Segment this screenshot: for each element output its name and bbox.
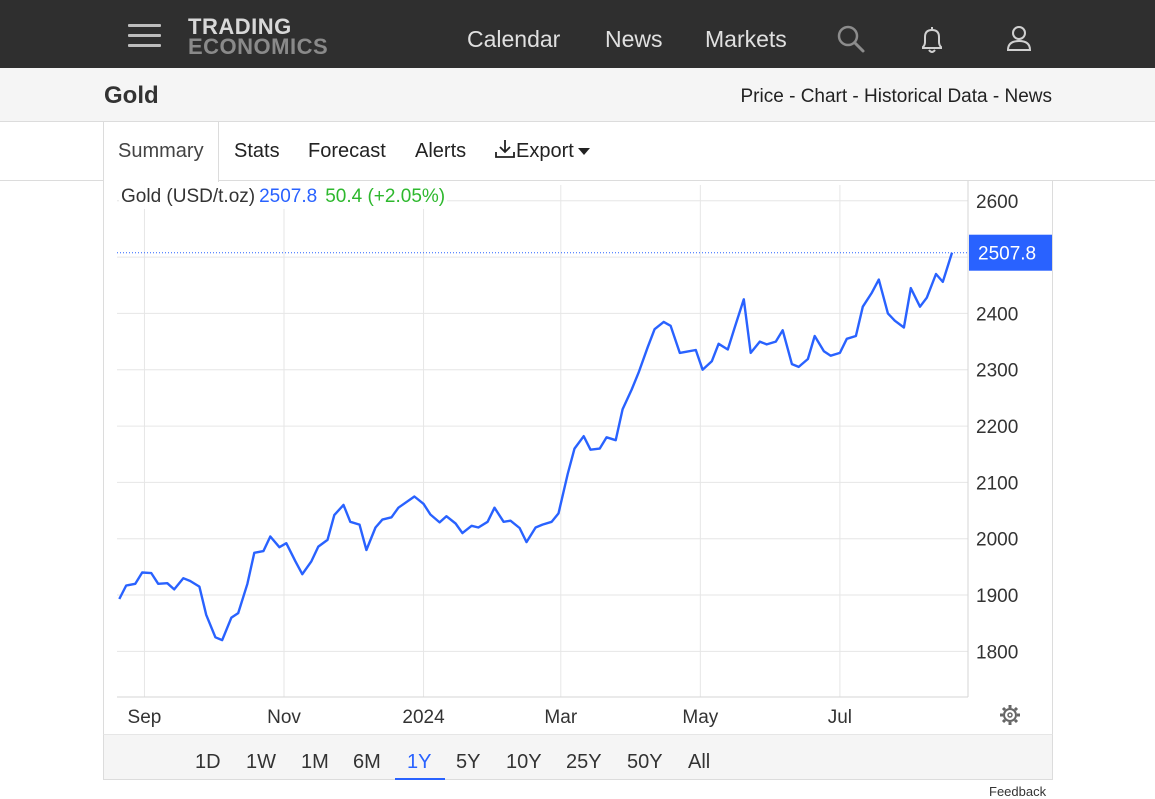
range-50y[interactable]: 50Y [627, 751, 663, 773]
y-tick-label: 2400 [976, 304, 1018, 325]
range-1w[interactable]: 1W [246, 751, 276, 773]
user-icon[interactable] [1005, 24, 1033, 52]
tab-export[interactable]: Export [494, 122, 590, 181]
range-1d[interactable]: 1D [195, 751, 221, 773]
tab-alerts[interactable]: Alerts [415, 140, 467, 162]
nav-calendar[interactable]: Calendar [467, 26, 561, 52]
gear-icon[interactable] [1000, 705, 1020, 725]
tab-forecast[interactable]: Forecast [308, 140, 386, 162]
logo[interactable]: TRADING ECONOMICS [188, 14, 329, 59]
y-tick-label: 2100 [976, 473, 1018, 494]
grid-layer [117, 185, 968, 697]
x-tick-label: 2024 [402, 707, 445, 728]
bell-icon[interactable] [918, 26, 946, 56]
x-tick-label: Mar [544, 707, 577, 728]
x-tick-label: Jul [828, 707, 852, 728]
page-links: Price - Chart - Historical Data - News [741, 86, 1053, 108]
search-icon[interactable] [836, 24, 866, 54]
top-navbar: TRADING ECONOMICS Calendar News Markets [0, 0, 1155, 68]
link-historical-data[interactable]: Historical Data [864, 86, 988, 107]
download-icon [495, 140, 515, 158]
range-1y[interactable]: 1Y [407, 751, 432, 773]
y-tick-label: 1800 [976, 642, 1018, 663]
chart-legend: Gold (USD/t.oz) 2507.8 50.4 (+2.05%) [119, 185, 448, 209]
link-price[interactable]: Price [740, 86, 784, 107]
legend-price: 2507.8 [259, 186, 318, 207]
export-label: Export [516, 140, 574, 162]
range-selector: 1D 1W 1M 6M 1Y 5Y 10Y 25Y 50Y All [103, 734, 1053, 780]
legend-change: 50.4 (+2.05%) [325, 186, 446, 207]
tabs-row: Summary Stats Forecast Alerts Export [0, 122, 1155, 182]
range-all[interactable]: All [688, 751, 711, 773]
nav-news[interactable]: News [605, 26, 663, 52]
line-layer [117, 252, 968, 642]
last-value-label: 2507.8 [978, 244, 1036, 265]
y-tick-label: 2600 [976, 192, 1018, 213]
tab-stats[interactable]: Stats [234, 140, 280, 162]
range-25y[interactable]: 25Y [566, 751, 602, 773]
y-tick-label: 2300 [976, 361, 1018, 382]
y-tick-label: 2200 [976, 417, 1018, 438]
x-tick-label: Nov [267, 707, 301, 728]
x-tick-label: Sep [128, 707, 162, 728]
link-separator: - [987, 86, 1005, 107]
chart-container: 1800 1900 2000 2100 2200 2300 2400 2600 Sep Nov 20… [103, 181, 1053, 734]
y-tick-label: 2000 [976, 530, 1018, 551]
series-line-gold [118, 252, 954, 642]
logo-line2: ECONOMICS [188, 34, 329, 59]
legend-name: Gold (USD/t.oz) [121, 186, 256, 207]
link-chart[interactable]: Chart [800, 86, 848, 107]
range-10y[interactable]: 10Y [506, 751, 542, 773]
price-chart[interactable]: 1800 1900 2000 2100 2200 2300 2400 2600 Sep Nov 20… [104, 181, 1052, 734]
range-6m[interactable]: 6M [353, 751, 381, 773]
tab-summary[interactable]: Summary [103, 122, 219, 182]
link-news[interactable]: News [1004, 86, 1052, 107]
range-5y[interactable]: 5Y [456, 751, 481, 773]
range-1m[interactable]: 1M [301, 751, 329, 773]
feedback-link[interactable]: Feedback [989, 784, 1047, 799]
logo-line1: TRADING [188, 14, 292, 39]
axis-layer: 1800 1900 2000 2100 2200 2300 2400 2600 Sep Nov 20… [117, 181, 1052, 728]
sub-header: Gold Price - Chart - Historical Data - N… [0, 68, 1155, 122]
active-range-indicator [395, 778, 445, 780]
page-title: Gold [104, 82, 159, 109]
caret-down-icon [577, 148, 590, 156]
link-separator: - [783, 86, 801, 107]
hamburger-icon[interactable] [128, 24, 161, 48]
nav-markets[interactable]: Markets [705, 26, 787, 52]
y-tick-label: 1900 [976, 586, 1018, 607]
x-tick-label: May [682, 707, 718, 728]
last-value-badge [969, 234, 1052, 271]
link-separator: - [847, 86, 865, 107]
